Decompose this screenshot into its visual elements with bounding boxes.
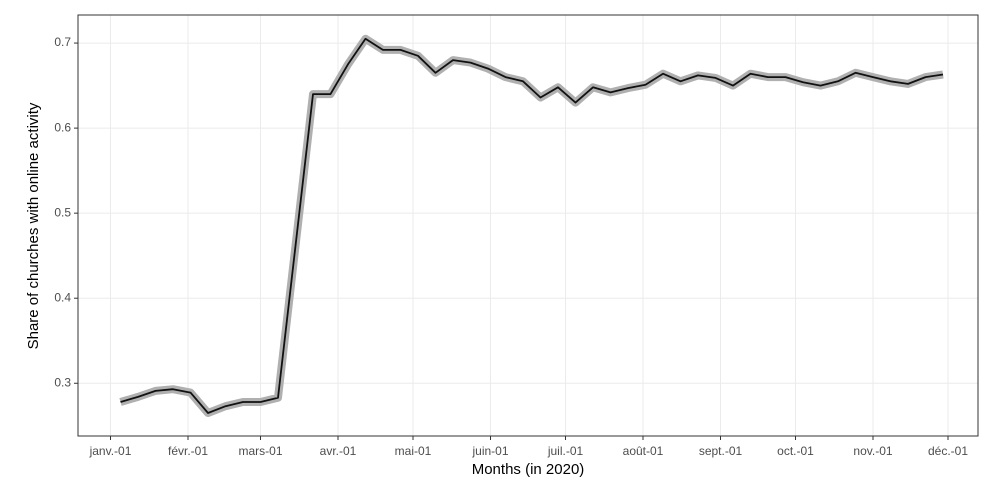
y-tick-label: 0.3 xyxy=(54,375,71,389)
y-tick-label: 0.5 xyxy=(54,205,71,219)
x-tick-label: mars-01 xyxy=(238,444,282,458)
y-tick-label: 0.4 xyxy=(54,290,71,304)
x-tick-label: févr.-01 xyxy=(168,444,208,458)
x-tick-label: déc.-01 xyxy=(928,444,968,458)
y-axis-title: Share of churches with online activity xyxy=(25,102,42,349)
x-tick-label: nov.-01 xyxy=(853,444,892,458)
x-axis-title: Months (in 2020) xyxy=(472,461,585,478)
y-tick-label: 0.7 xyxy=(54,35,71,49)
x-tick-label: avr.-01 xyxy=(320,444,357,458)
y-tick-label: 0.6 xyxy=(54,120,71,134)
x-tick-label: août-01 xyxy=(623,444,664,458)
plot-border xyxy=(77,14,979,437)
confidence-band xyxy=(119,34,944,417)
x-tick-label: janv.-01 xyxy=(89,444,132,458)
line xyxy=(120,37,944,414)
x-tick-label: oct.-01 xyxy=(777,444,814,458)
x-tick-label: juin-01 xyxy=(471,444,508,458)
x-tick-label: juil.-01 xyxy=(547,444,584,458)
x-tick-label: mai-01 xyxy=(395,444,432,458)
x-tick-label: sept.-01 xyxy=(699,444,743,458)
